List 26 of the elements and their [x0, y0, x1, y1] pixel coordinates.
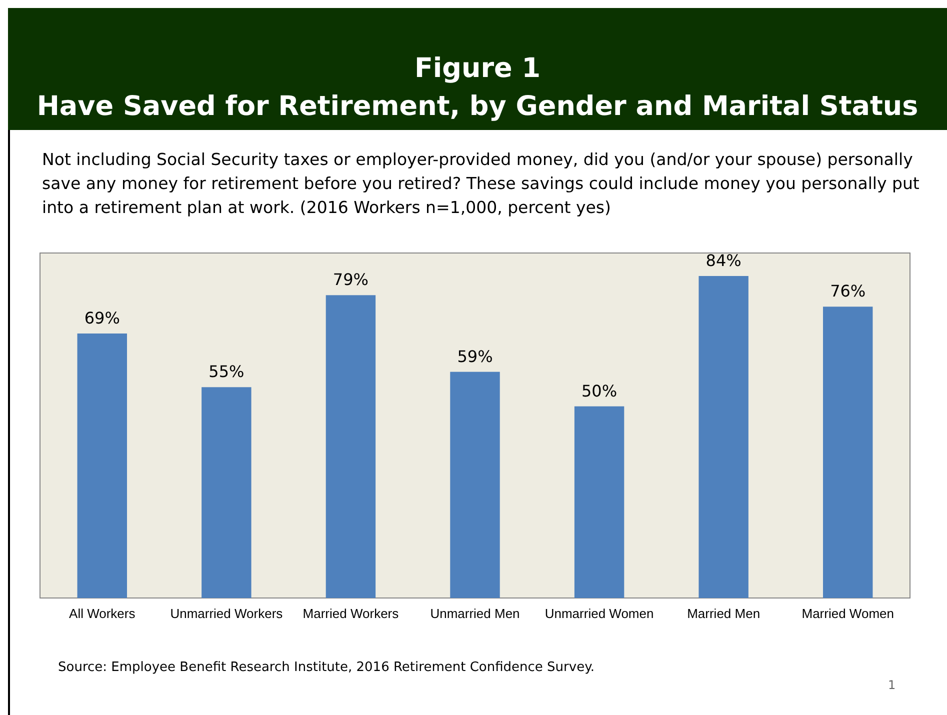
data-label: 76%: [830, 282, 866, 301]
bar: [77, 334, 127, 598]
bar: [574, 406, 624, 598]
data-label: 55%: [208, 362, 244, 382]
x-tick-label: All Workers: [69, 606, 136, 621]
source-note: Source: Employee Benefit Research Institute, 2016 Retirement Confidence Survey.: [58, 660, 595, 675]
chart-subtitle: Have Saved for Retirement, by Gender and Marital Status: [36, 90, 920, 124]
data-label: 84%: [706, 251, 742, 270]
data-label: 50%: [582, 381, 618, 400]
data-label: 59%: [457, 346, 493, 366]
chart-title: Figure 1: [413, 52, 542, 86]
bar: [823, 306, 873, 598]
bar: [326, 295, 376, 598]
text: Not including Social Security taxes or employer-provided money, did you (and/or your spouse) personally save any money for retirement before you retired? These savings could include money you personally put into a retirement plan at work. (2016 Workers n=1,000, percent yes): [42, 149, 920, 219]
x-tick-label: Unmarried Men: [430, 606, 520, 621]
x-tick-label: Unmarried Women: [544, 606, 654, 621]
x-tick-label: Married Women: [802, 606, 894, 621]
text: 1: [888, 678, 896, 692]
x-tick-label: Married Men: [687, 606, 760, 621]
bar: [202, 387, 252, 598]
x-tick-label: Married Workers: [302, 606, 400, 621]
data-label: 69%: [84, 308, 120, 328]
x-tick-label: Unmarried Workers: [170, 606, 284, 621]
data-label: 79%: [332, 270, 368, 290]
bar: [698, 276, 748, 598]
bar: [450, 372, 500, 598]
